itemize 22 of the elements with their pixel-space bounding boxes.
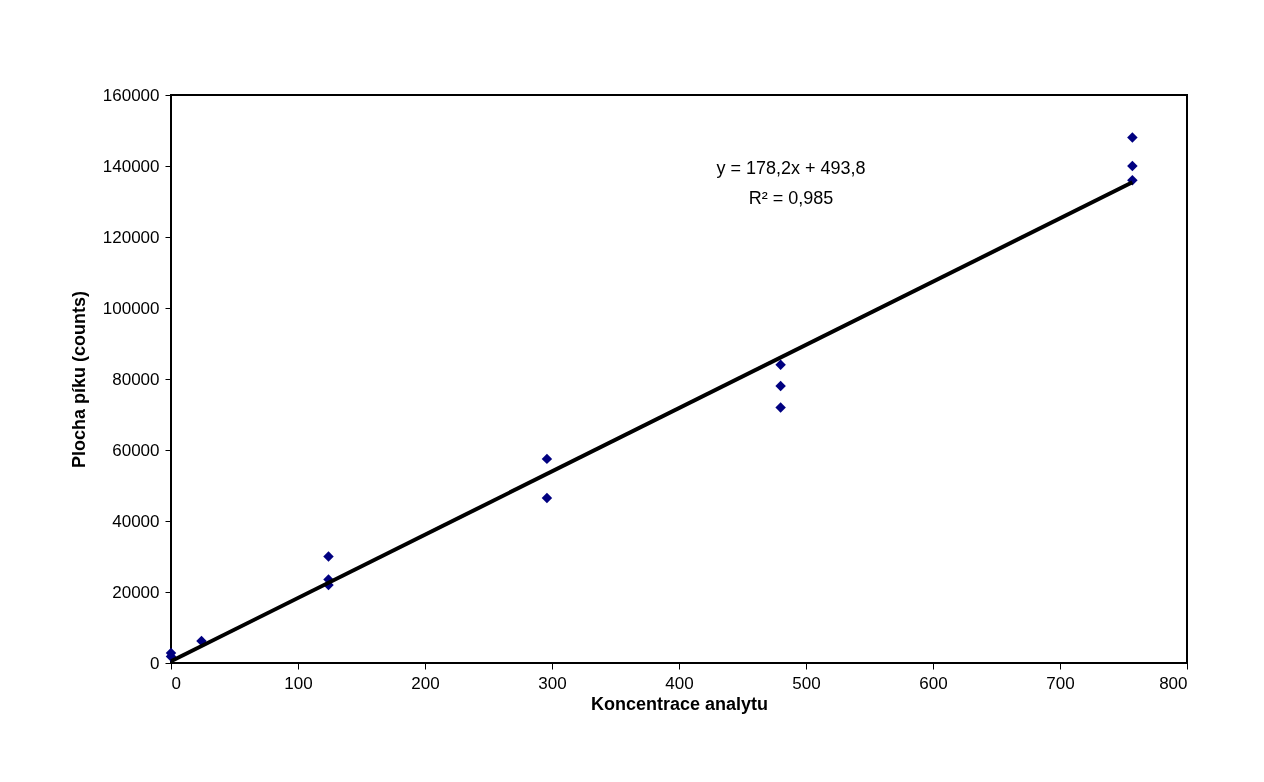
- x-axis-title: Koncentrace analytu: [590, 693, 769, 714]
- annotation: R² = 0,985: [748, 188, 834, 208]
- x-tick-label: 100: [284, 673, 313, 693]
- x-tick-label: 200: [411, 673, 440, 693]
- y-tick-label: 40000: [112, 511, 160, 531]
- x-tick-label: 400: [665, 673, 694, 693]
- x-tick-label: 500: [792, 673, 821, 693]
- y-tick-label: 60000: [112, 440, 160, 460]
- y-axis-title: Plocha píku (counts): [68, 290, 89, 469]
- y-tick-label: 140000: [102, 156, 160, 176]
- x-tick-label: 700: [1046, 673, 1075, 693]
- y-tick-label: 0: [150, 653, 160, 673]
- annotation: y = 178,2x + 493,8: [716, 158, 866, 178]
- x-tick-label: 800: [1159, 673, 1188, 693]
- y-tick-label: 20000: [112, 582, 160, 602]
- y-tick-label: 80000: [112, 369, 160, 389]
- x-tick-label: 0: [171, 673, 181, 693]
- y-tick-label: 160000: [102, 85, 160, 105]
- x-tick-label: 300: [538, 673, 567, 693]
- x-tick-label: 600: [919, 673, 948, 693]
- y-tick-label: 100000: [102, 298, 160, 318]
- y-tick-label: 120000: [102, 227, 160, 247]
